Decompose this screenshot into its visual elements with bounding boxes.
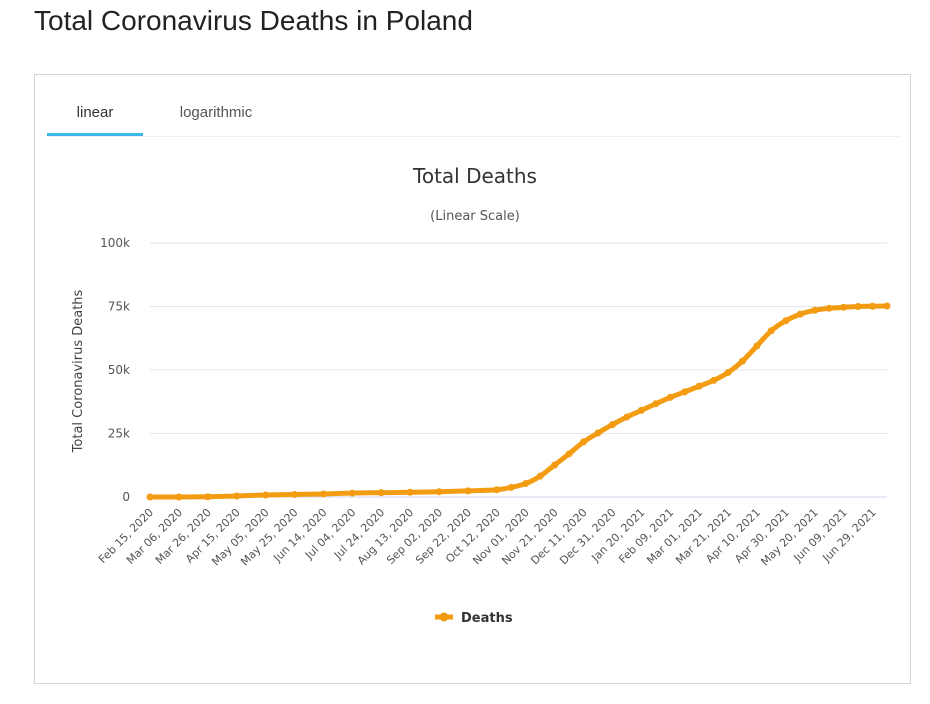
data-point[interactable] — [146, 493, 154, 501]
data-point[interactable] — [825, 304, 833, 312]
y-tick-label: 0 — [122, 490, 130, 504]
data-point[interactable] — [883, 302, 891, 310]
legend-label-deaths: Deaths — [461, 611, 513, 626]
data-point[interactable] — [681, 388, 689, 396]
legend-dot-marker — [439, 612, 449, 622]
data-point[interactable] — [551, 461, 559, 469]
data-point[interactable] — [435, 488, 443, 496]
data-point[interactable] — [565, 450, 573, 458]
data-point[interactable] — [724, 369, 732, 377]
deaths-chart: Total Deaths (Linear Scale) 0 25k 50k 75k 10… — [71, 164, 891, 626]
y-tick-label: 25k — [108, 427, 130, 441]
data-point[interactable] — [594, 429, 602, 437]
data-point[interactable] — [796, 310, 804, 318]
data-point[interactable] — [652, 400, 660, 408]
data-point[interactable] — [710, 376, 718, 384]
series-line-deaths — [147, 303, 890, 500]
data-point[interactable] — [580, 438, 588, 446]
y-tick-label: 50k — [108, 363, 130, 377]
data-point[interactable] — [464, 487, 472, 495]
data-point[interactable] — [406, 488, 414, 496]
data-point[interactable] — [767, 327, 775, 335]
data-point[interactable] — [753, 342, 761, 350]
legend[interactable]: Deaths — [435, 611, 513, 626]
y-axis-ticks: 0 25k 50k 75k 100k — [100, 236, 130, 504]
data-point[interactable] — [291, 490, 299, 498]
data-point[interactable] — [608, 421, 616, 429]
data-point[interactable] — [262, 491, 270, 499]
page-title: Total Coronavirus Deaths in Poland — [34, 5, 473, 36]
data-point[interactable] — [204, 493, 212, 501]
series-group — [146, 302, 891, 501]
data-point[interactable] — [869, 302, 877, 310]
data-point[interactable] — [377, 489, 385, 497]
data-point[interactable] — [840, 303, 848, 311]
data-point[interactable] — [623, 413, 631, 421]
tab-linear[interactable]: linear — [47, 97, 143, 136]
chart-title: Total Deaths — [412, 164, 537, 188]
y-tick-label: 100k — [100, 236, 130, 250]
data-point[interactable] — [738, 357, 746, 365]
y-tick-label: 75k — [108, 300, 130, 314]
data-point[interactable] — [233, 492, 241, 500]
data-point[interactable] — [782, 317, 790, 325]
data-point[interactable] — [507, 483, 515, 491]
data-point[interactable] — [695, 382, 703, 390]
data-point[interactable] — [319, 490, 327, 498]
data-point[interactable] — [854, 303, 862, 310]
data-point[interactable] — [493, 486, 501, 494]
data-point[interactable] — [666, 393, 674, 401]
chart-subtitle: (Linear Scale) — [430, 209, 520, 224]
data-point[interactable] — [175, 493, 183, 501]
y-axis-title: Total Coronavirus Deaths — [71, 289, 86, 453]
data-point[interactable] — [522, 480, 530, 488]
data-point[interactable] — [637, 406, 645, 414]
data-point[interactable] — [348, 489, 356, 497]
tab-logarithmic[interactable]: logarithmic — [179, 104, 253, 121]
data-point[interactable] — [811, 306, 819, 314]
grid-lines — [150, 242, 887, 498]
scale-tabs: linear logarithmic — [47, 97, 899, 137]
data-point[interactable] — [536, 472, 544, 480]
chart-panel: linear logarithmic Total Deaths (Linear … — [34, 74, 911, 684]
